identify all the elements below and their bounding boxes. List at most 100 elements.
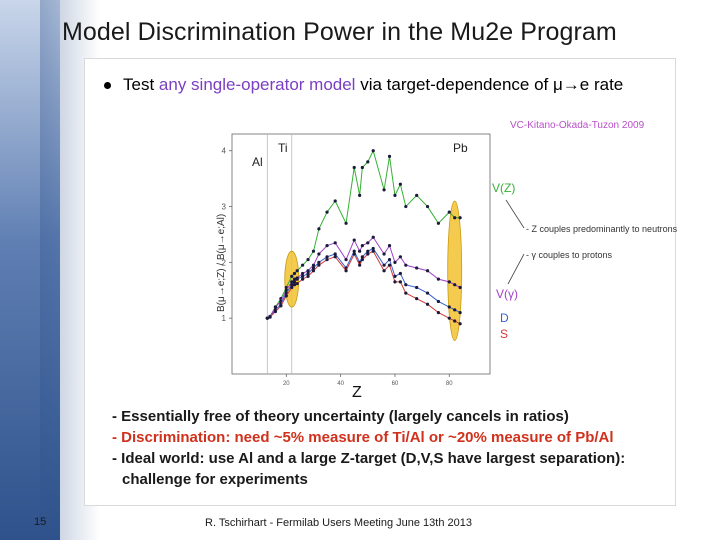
series-point-3-22 (393, 280, 397, 284)
series-point-3-9 (306, 274, 310, 278)
series-point-1-26 (425, 269, 430, 273)
series-point-2-18 (366, 249, 370, 253)
highlight-ellipse-1 (447, 200, 463, 341)
chart-ticks: 20 40 60 80 1 2 3 4 (222, 147, 454, 387)
series-point-1-11 (317, 252, 321, 256)
series-point-2-19 (371, 246, 375, 251)
x-tick-label-3: 80 (446, 381, 453, 387)
series-point-3-21 (387, 263, 392, 267)
series-point-3-0 (265, 316, 269, 320)
series-point-3-10 (311, 269, 316, 273)
series-point-2-25 (415, 285, 419, 290)
bullet-text-start: Test (123, 75, 159, 94)
series-point-1-27 (436, 277, 440, 281)
series-point-2-20 (382, 263, 386, 267)
series-point-0-5 (290, 274, 294, 278)
element-label-pb: Pb (453, 141, 468, 155)
series-point-3-18 (366, 252, 370, 256)
series-point-0-9 (306, 257, 310, 262)
series-point-0-16 (358, 193, 362, 197)
series-point-3-17 (360, 257, 364, 262)
series-point-1-15 (352, 238, 356, 242)
series-point-2-11 (317, 260, 321, 264)
series-point-0-10 (311, 249, 316, 253)
annotation-z-couples-text: - Z couples predominantly to neutrons (526, 224, 678, 234)
series-point-1-29 (453, 283, 457, 287)
series-point-3-13 (333, 255, 337, 259)
series-point-1-12 (325, 244, 329, 248)
series-point-0-29 (453, 216, 457, 220)
series-point-3-4 (284, 294, 288, 298)
x-tick-label-0: 20 (283, 381, 290, 387)
series-point-1-20 (382, 252, 386, 256)
series-point-2-10 (311, 266, 316, 270)
series-point-3-2 (273, 309, 278, 314)
x-axis-label: Z (352, 384, 362, 401)
footer-text: R. Tschirhart - Fermilab Users Meeting J… (205, 517, 472, 529)
series-point-0-7 (295, 269, 299, 273)
series-point-2-17 (360, 255, 364, 259)
series-point-1-10 (311, 263, 316, 267)
series-point-0-28 (447, 210, 451, 214)
bullet-text-highlight: any single-operator model (158, 75, 356, 94)
series-point-0-22 (393, 193, 397, 197)
y-tick-label-1: 2 (222, 258, 227, 267)
x-tick-label-1: 40 (337, 381, 344, 387)
series-point-2-22 (393, 274, 397, 278)
series-point-2-12 (325, 255, 329, 259)
series-point-3-16 (358, 263, 362, 267)
series-point-3-3 (279, 304, 283, 308)
series-point-2-9 (306, 271, 310, 276)
series-point-0-21 (387, 154, 392, 158)
series-point-0-17 (360, 165, 364, 170)
series-point-1-9 (306, 269, 310, 273)
series-point-1-17 (360, 244, 364, 248)
series-point-1-21 (387, 244, 392, 248)
series-point-3-1 (268, 315, 272, 319)
series-point-3-28 (447, 316, 451, 320)
slide-sidebar-decoration (0, 0, 60, 540)
series-point-3-23 (398, 280, 402, 284)
series-point-2-15 (352, 249, 356, 253)
bullet-line: Test any single-operator model via targe… (104, 75, 623, 95)
series-point-3-11 (317, 263, 321, 267)
series-point-3-7 (295, 281, 299, 286)
annotation-gamma-couples: - γ couples to protons (526, 250, 613, 260)
chart-frame (231, 133, 491, 375)
series-point-3-27 (436, 311, 440, 315)
series-point-2-26 (425, 291, 430, 295)
summary-line-1: - Essentially free of theory uncertainty… (112, 408, 569, 425)
series-point-2-7 (295, 277, 299, 281)
series-point-2-13 (333, 252, 337, 256)
summary-lines: - Essentially free of theory uncertainty… (112, 406, 625, 490)
series-point-0-11 (317, 227, 321, 231)
series-point-0-25 (415, 193, 419, 197)
series-point-2-27 (436, 299, 440, 304)
series-point-3-5 (290, 285, 294, 290)
series-point-3-20 (382, 269, 386, 273)
series-point-2-29 (453, 308, 457, 312)
slide-title: Model Discrimination Power in the Mu2e P… (62, 18, 617, 46)
fermilab-logo-text: Fermilab (620, 509, 687, 526)
series-point-1-18 (366, 241, 370, 245)
series-point-1-5 (290, 280, 294, 284)
annotation-arrow-lower (507, 253, 525, 285)
series-point-2-24 (404, 283, 408, 287)
series-point-3-30 (458, 322, 462, 326)
series-point-2-5 (290, 283, 294, 287)
series-point-1-2 (273, 305, 278, 309)
series-point-2-6 (292, 280, 297, 284)
series-point-0-26 (425, 204, 430, 209)
annotation-arrow-upper (505, 199, 525, 229)
series-point-0-12 (325, 210, 329, 214)
series-point-3-12 (325, 257, 329, 262)
chart-series-group (265, 149, 462, 326)
series-point-1-23 (398, 255, 402, 259)
series-point-1-25 (415, 266, 419, 270)
annotation-gamma-couples-text: - γ couples to protons (526, 250, 613, 260)
series-point-1-6 (292, 277, 297, 281)
series-point-2-28 (447, 305, 451, 309)
series-point-1-28 (447, 280, 451, 284)
series-label-vz: V(Z) (492, 181, 515, 195)
